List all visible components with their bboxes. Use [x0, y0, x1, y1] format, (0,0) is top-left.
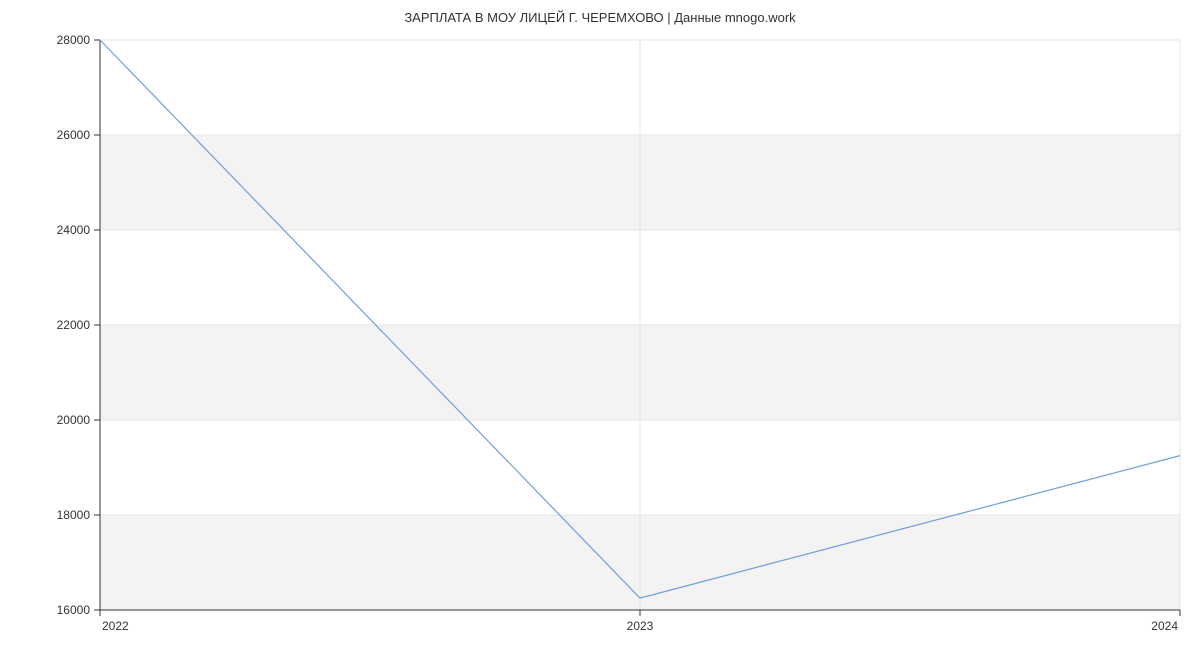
- chart-svg: 16000 18000 20000 22000 24000 26000 28000 2022 2…: [0, 0, 1200, 650]
- x-tick-label: 2024: [1151, 619, 1178, 633]
- x-tick-label: 2023: [627, 619, 654, 633]
- y-tick-label: 16000: [57, 603, 91, 617]
- y-tick-label: 26000: [57, 128, 91, 142]
- y-tick-label: 20000: [57, 413, 91, 427]
- y-tick-label: 22000: [57, 318, 91, 332]
- y-tick-label: 28000: [57, 33, 91, 47]
- chart-title: ЗАРПЛАТА В МОУ ЛИЦЕЙ Г. ЧЕРЕМХОВО | Данн…: [0, 10, 1200, 25]
- x-tick-label: 2022: [102, 619, 129, 633]
- salary-line-chart: ЗАРПЛАТА В МОУ ЛИЦЕЙ Г. ЧЕРЕМХОВО | Данн…: [0, 0, 1200, 650]
- y-tick-label: 24000: [57, 223, 91, 237]
- y-tick-label: 18000: [57, 508, 91, 522]
